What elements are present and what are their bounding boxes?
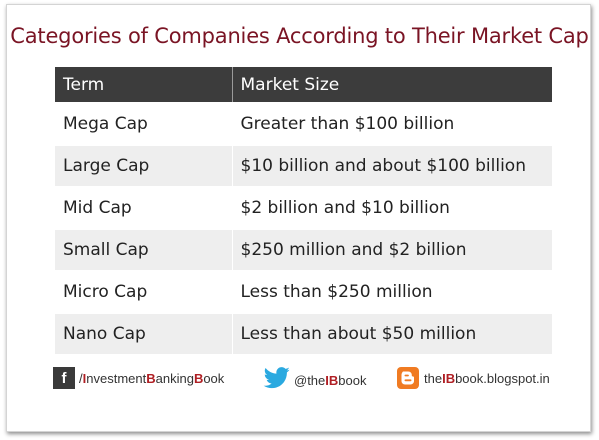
twitter-link[interactable]: @theIBbook bbox=[263, 367, 366, 393]
table-row: Large Cap $10 billion and about $100 bil… bbox=[55, 145, 552, 188]
table-row: Micro Cap Less than $250 million bbox=[55, 271, 552, 314]
blogger-icon bbox=[397, 367, 419, 389]
cell-term: Small Cap bbox=[55, 229, 232, 272]
cell-term: Large Cap bbox=[55, 145, 232, 188]
column-header-term: Term bbox=[55, 67, 232, 104]
cell-term: Micro Cap bbox=[55, 271, 232, 314]
facebook-icon: f bbox=[53, 367, 75, 389]
table-row: Mega Cap Greater than $100 billion bbox=[55, 103, 552, 146]
table-row: Mid Cap $2 billion and $10 billion bbox=[55, 187, 552, 230]
blog-url: theIBbook.blogspot.in bbox=[424, 370, 550, 386]
facebook-handle: /InvestmentBankingBook bbox=[79, 370, 225, 386]
cell-market-size: Less than about $50 million bbox=[231, 313, 552, 356]
cell-term: Nano Cap bbox=[55, 313, 232, 356]
facebook-link[interactable]: f /InvestmentBankingBook bbox=[53, 367, 224, 389]
column-header-market-size: Market Size bbox=[231, 67, 552, 104]
social-footer: f /InvestmentBankingBook @theIBbook theI… bbox=[53, 367, 573, 397]
twitter-handle: @theIBbook bbox=[294, 372, 367, 388]
cell-market-size: Greater than $100 billion bbox=[231, 103, 552, 146]
page-title: Categories of Companies According to The… bbox=[10, 24, 589, 48]
cell-market-size: $250 million and $2 billion bbox=[231, 229, 552, 272]
cell-term: Mega Cap bbox=[55, 103, 232, 146]
table-row: Nano Cap Less than about $50 million bbox=[55, 313, 552, 356]
cell-market-size: Less than $250 million bbox=[231, 271, 552, 314]
cell-market-size: $2 billion and $10 billion bbox=[231, 187, 552, 230]
table-row: Small Cap $250 million and $2 billion bbox=[55, 229, 552, 272]
cell-term: Mid Cap bbox=[55, 187, 232, 230]
infographic-card: Categories of Companies According to The… bbox=[6, 4, 591, 432]
market-cap-table: Term Market Size Mega Cap Greater than $… bbox=[55, 67, 552, 356]
cell-market-size: $10 billion and about $100 billion bbox=[231, 145, 552, 188]
twitter-bird-icon bbox=[263, 367, 291, 393]
blog-link[interactable]: theIBbook.blogspot.in bbox=[397, 367, 550, 389]
table-header-row: Term Market Size bbox=[55, 67, 552, 104]
